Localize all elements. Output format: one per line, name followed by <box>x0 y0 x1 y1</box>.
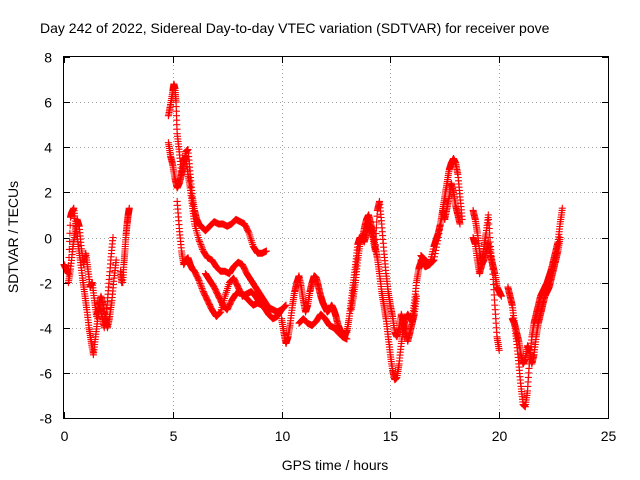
series-arc-6b <box>469 211 503 354</box>
data-markers <box>60 80 566 411</box>
series-arc-7a <box>504 204 566 411</box>
series-arc-7b <box>508 234 564 368</box>
series-arc-3b <box>295 310 351 343</box>
marker-path <box>469 211 503 354</box>
series-arc-2d <box>201 270 266 314</box>
series-arc-4b <box>347 197 420 345</box>
series-arc-1c <box>117 204 133 287</box>
tick-labels: 0 5 10 15 20 25 -8 -6 -4 -2 0 2 4 6 8 <box>40 50 617 445</box>
series-arc-2a <box>164 80 270 257</box>
marker-path <box>164 139 290 316</box>
x-tick-label: 15 <box>383 428 399 444</box>
x-tick-label: 25 <box>601 428 617 444</box>
marker-path <box>64 215 120 332</box>
x-tick-label: 10 <box>275 428 291 444</box>
marker-path <box>508 234 564 368</box>
x-tick-label: 0 <box>61 428 69 444</box>
marker-path <box>117 204 133 287</box>
y-tick-label: 0 <box>44 231 52 247</box>
marker-path <box>201 270 266 314</box>
marker-path <box>278 272 351 347</box>
plot-frame <box>63 56 609 419</box>
x-tick-label: 20 <box>492 428 508 444</box>
marker-path <box>504 204 566 411</box>
marker-path <box>417 179 464 271</box>
y-tick-label: -6 <box>40 366 53 382</box>
marker-path <box>164 80 270 257</box>
x-tick-label: 5 <box>170 428 178 444</box>
y-tick-label: 2 <box>44 185 52 201</box>
x-axis-label: GPS time / hours <box>282 457 389 473</box>
y-tick-label: 6 <box>44 95 52 111</box>
marker-path <box>295 310 351 343</box>
marker-path <box>343 211 427 384</box>
series-arc-4a <box>343 211 427 384</box>
y-tick-label: -2 <box>40 276 53 292</box>
y-axis-label: SDTVAR / TECUs <box>5 181 21 293</box>
marker-path <box>347 197 420 345</box>
chart-title: Day 242 of 2022, Sidereal Day-to-day VTE… <box>40 20 550 36</box>
series-arc-5b <box>417 179 464 271</box>
y-tick-label: 8 <box>44 50 52 66</box>
y-tick-label: -4 <box>40 321 53 337</box>
y-tick-label: -8 <box>40 411 53 427</box>
y-tick-label: 4 <box>44 140 52 156</box>
series-arc-2b <box>164 139 290 316</box>
series-arc-3a <box>278 272 351 347</box>
series-arc-1b <box>64 215 120 332</box>
